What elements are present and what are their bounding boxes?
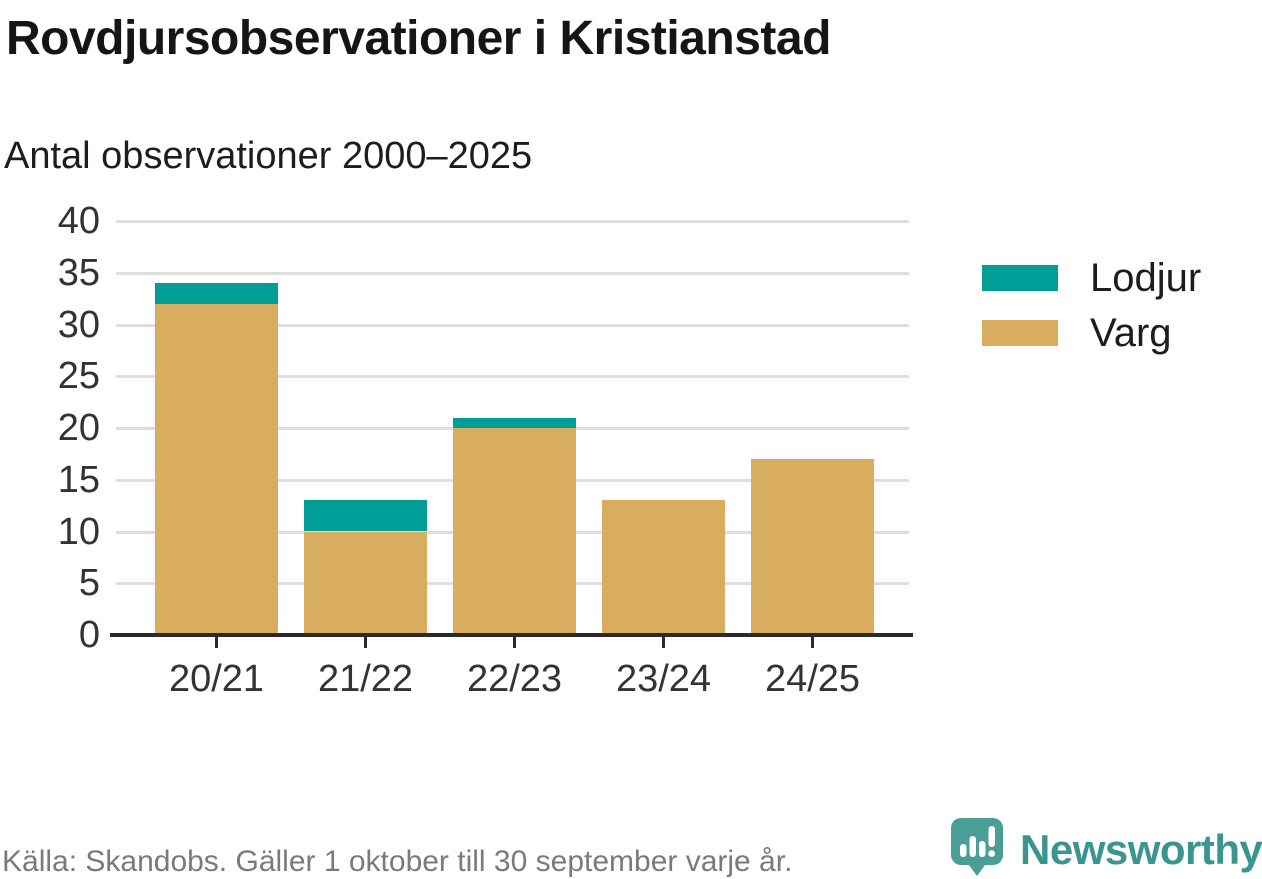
y-axis-label-15: 15 [57, 458, 100, 501]
x-axis-label-23/24: 23/24 [615, 658, 712, 700]
bar-22/23-lodjur [453, 417, 576, 428]
x-axis-tick-23/24 [662, 637, 665, 648]
bar-22/23-varg [453, 428, 576, 635]
legend-item-lodjur: Lodjur [982, 258, 1201, 298]
brand-name: Newsworthy [1020, 825, 1262, 873]
legend-label-lodjur: Lodjur [1090, 256, 1202, 300]
x-axis-tick-21/22 [364, 637, 367, 648]
x-axis-tick-22/23 [513, 637, 516, 648]
gridline-y-40 [116, 220, 909, 223]
chart-subtitle: Antal observationer 2000–2025 [4, 135, 533, 177]
x-axis-tick-24/25 [811, 637, 814, 648]
bar-21/22-lodjur [304, 500, 427, 532]
legend: Lodjur Varg [982, 258, 1201, 368]
x-axis-tick-20/21 [215, 637, 218, 648]
chart-title: Rovdjursobservationer i Kristianstad [6, 12, 831, 65]
bar-23/24-varg [602, 500, 725, 635]
y-axis-label-40: 40 [57, 200, 100, 242]
y-axis-label-20: 20 [57, 407, 100, 449]
bar-20/21-lodjur [155, 283, 278, 304]
x-axis-label-20/21: 20/21 [168, 658, 265, 700]
legend-label-varg: Varg [1090, 311, 1172, 355]
x-axis-label-24/25: 24/25 [764, 658, 861, 700]
newsworthy-logo: Newsworthy [951, 818, 1262, 879]
gridline-y-35 [116, 271, 909, 275]
legend-item-varg: Varg [982, 313, 1201, 353]
y-axis-label-0: 0 [78, 614, 100, 656]
bar-21/22-varg [304, 531, 427, 635]
x-axis-label-21/22: 21/22 [317, 658, 414, 700]
y-axis-label-5: 5 [78, 562, 100, 605]
bar-24/25-varg [751, 459, 874, 635]
source-note: Källa: Skandobs. Gäller 1 oktober till 3… [2, 845, 793, 878]
x-axis-line [110, 633, 913, 637]
newsworthy-speech-bubble-bar-chart-icon [951, 818, 1003, 879]
y-axis-label-30: 30 [57, 303, 100, 346]
x-axis-label-22/23: 22/23 [466, 658, 563, 700]
gridline-y-30 [116, 323, 909, 327]
y-axis-label-10: 10 [57, 510, 100, 553]
legend-swatch-varg [982, 320, 1058, 346]
y-axis-label-25: 25 [57, 355, 100, 398]
y-axis-label-35: 35 [57, 251, 100, 294]
bar-20/21-varg [155, 303, 278, 635]
gridline-y-25 [116, 375, 909, 379]
legend-swatch-lodjur [982, 265, 1058, 291]
